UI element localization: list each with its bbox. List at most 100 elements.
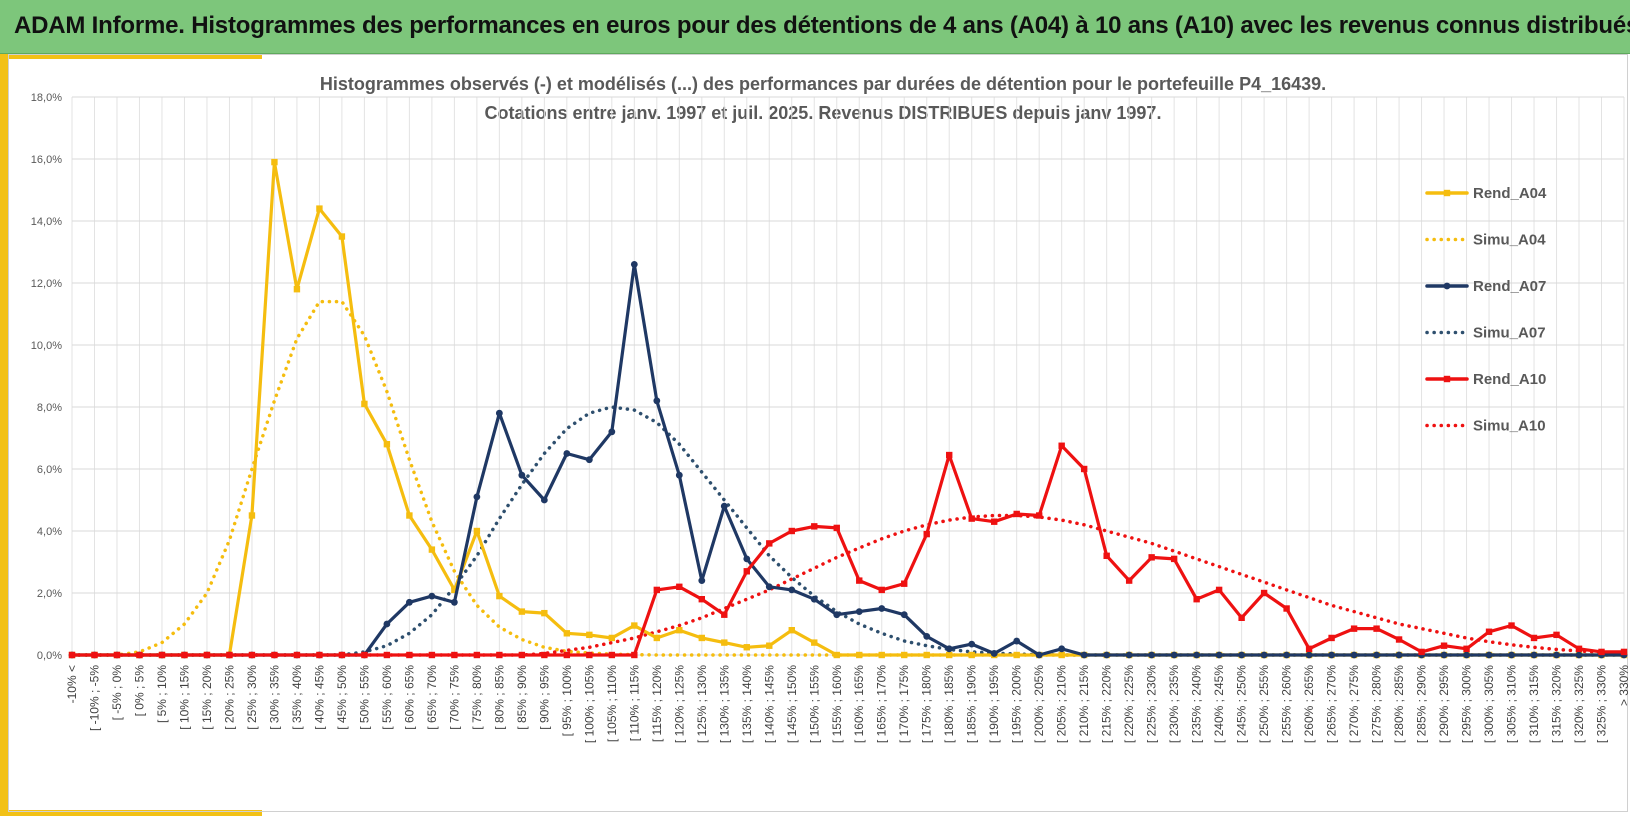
data-point-rend-a04 [631,622,638,629]
data-point-rend-a04 [338,233,346,240]
x-tick-label: [ 210% ; 215% [1077,665,1091,743]
data-point-rend-a10 [878,586,885,594]
x-tick-label: [ 310% ; 315% [1527,665,1541,743]
y-tick-label: 8,0% [37,402,62,414]
data-point-rend-a10 [1103,552,1110,559]
data-point-rend-a10 [361,651,368,659]
data-point-rend-a07 [1170,651,1178,659]
y-tick-label: 14,0% [31,216,62,228]
data-point-rend-a10 [1035,512,1043,519]
data-point-rend-a10 [1170,555,1178,563]
data-point-rend-a10 [496,651,503,659]
x-tick-label: [ -10% ; -5% [87,665,101,731]
data-point-rend-a10 [518,651,526,659]
data-point-rend-a10 [113,651,121,659]
x-tick-label: [ 175% ; 180% [920,665,934,743]
data-point-rend-a04 [586,631,593,639]
data-point-rend-a10 [608,651,616,659]
data-point-rend-a10 [901,580,908,587]
x-tick-label: [ 250% ; 255% [1257,665,1271,743]
data-point-rend-a10 [1013,510,1020,518]
data-point-rend-a04 [383,441,391,448]
x-tick-label: [ 65% ; 70% [425,665,439,730]
y-tick-label: 6,0% [37,464,62,476]
data-point-rend-a10 [743,568,750,575]
data-point-rend-a04 [271,158,278,166]
data-point-rend-a04 [1058,651,1065,659]
legend-marker-rend-a04 [1443,189,1451,197]
legend-label-rend-a04: Rend_A04 [1473,185,1547,202]
x-tick-label: [ 45% ; 50% [335,665,349,730]
data-point-rend-a04 [361,400,368,408]
x-tick-label: [ 125% ; 130% [695,665,709,743]
data-point-rend-a10 [721,611,728,618]
accent-bar-top [0,54,262,59]
data-point-rend-a07 [1215,651,1223,659]
x-tick-label: [ 240% ; 245% [1212,665,1226,743]
data-point-rend-a07 [1058,645,1066,653]
data-point-rend-a10 [991,518,998,525]
data-point-rend-a10 [271,651,278,659]
chart-title: Histogrammes observés (-) et modélisés (… [320,74,1326,94]
x-tick-label: [ 255% ; 260% [1280,665,1294,743]
data-point-rend-a07 [473,493,481,501]
data-point-rend-a04 [316,205,323,212]
data-point-rend-a07 [450,598,458,606]
legend-marker-rend-a10 [1443,375,1451,383]
data-point-rend-a07 [1283,651,1291,659]
x-tick-label: [ 40% ; 45% [312,665,326,730]
data-point-rend-a04 [766,642,773,649]
data-point-rend-a10 [833,524,840,532]
data-point-rend-a04 [721,639,728,646]
x-tick-label: [ 220% ; 225% [1122,665,1136,743]
y-tick-label: 12,0% [31,278,62,290]
data-point-rend-a10 [248,651,256,659]
data-point-rend-a10 [473,651,481,659]
x-tick-label: [ 200% ; 205% [1032,665,1046,743]
data-point-rend-a04 [428,546,436,553]
data-point-rend-a07 [1350,651,1358,659]
data-point-rend-a10 [631,651,638,659]
x-tick-label: [ 305% ; 310% [1505,665,1519,743]
data-point-rend-a10 [338,651,346,659]
data-point-rend-a04 [293,286,301,293]
data-point-rend-a07 [1260,651,1268,659]
data-point-rend-a10 [811,523,818,530]
legend: Rend_A04 Simu_A04 Rend_A07 Simu_A07 Rend_A10… [1425,185,1547,435]
data-point-rend-a10 [1440,642,1448,649]
data-point-rend-a10 [406,651,413,659]
y-tick-label: 16,0% [31,154,62,166]
x-tick-label: [ 215% ; 220% [1100,665,1114,743]
data-point-rend-a04 [788,627,795,634]
series-line-simu-a04 [70,299,1626,657]
x-tick-label: [ 320% ; 325% [1572,665,1586,743]
data-point-rend-a07 [720,502,728,510]
x-tick-label: [ 5% ; 10% [155,665,169,723]
data-point-rend-a04 [811,639,818,646]
data-point-rend-a04 [473,527,481,535]
x-tick-label: [ 260% ; 265% [1302,665,1316,743]
data-point-rend-a07 [383,620,391,628]
x-axis: -10% < [ -10% ; -5% [ -5% ; 0% [ 0% ; 5% [ 5… [65,665,1630,743]
data-point-rend-a07 [788,586,796,594]
data-point-rend-a07 [810,595,818,603]
data-point-rend-a07 [765,583,773,591]
data-point-rend-a10 [136,651,143,659]
data-point-rend-a04 [451,586,458,594]
legend-label-rend-a10: Rend_A10 [1473,371,1546,388]
data-point-rend-a10 [1305,645,1313,652]
x-tick-label: [ 230% ; 235% [1167,665,1181,743]
x-tick-label: [ 285% ; 290% [1415,665,1429,743]
data-point-rend-a07 [585,456,593,464]
data-point-rend-a07 [518,471,526,479]
data-point-rend-a10 [1215,586,1223,594]
data-point-rend-a04 [923,651,930,659]
data-point-rend-a10 [1350,625,1358,632]
data-point-rend-a07 [1575,651,1583,659]
legend-label-simu-a10: Simu_A10 [1473,418,1546,435]
data-point-rend-a10 [1148,554,1155,561]
x-tick-label: [ 295% ; 300% [1460,665,1474,743]
data-point-rend-a07 [428,592,436,600]
data-point-rend-a07 [405,598,413,606]
